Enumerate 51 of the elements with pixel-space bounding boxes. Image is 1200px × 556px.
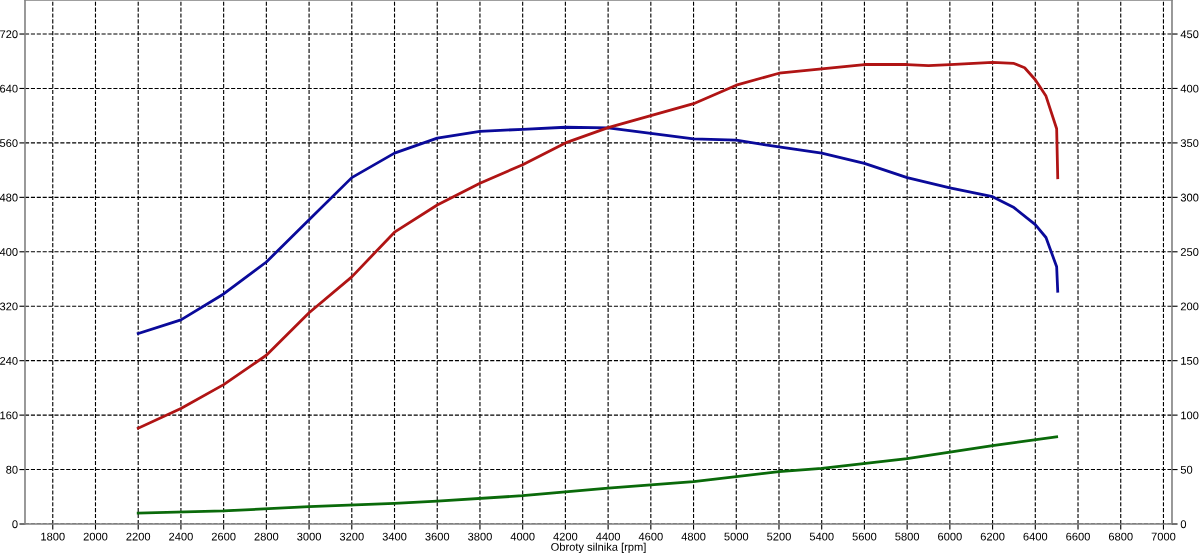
x-tick-label: 2000 [83, 532, 108, 541]
x-tick-label: 2200 [126, 532, 151, 541]
x-tick-label: 5800 [895, 532, 920, 541]
x-axis-title: Obroty silnika [rpm] [551, 542, 646, 554]
x-tick-label: 5200 [767, 532, 791, 541]
y2-tick-label: 300 [1180, 193, 1199, 202]
y2-tick-label: 200 [1180, 302, 1199, 311]
x-tick-label: 6400 [1023, 532, 1048, 541]
y2-tick-label: 450 [1180, 30, 1199, 39]
x-tick-label: 1800 [41, 532, 65, 541]
x-tick-label: 6800 [1108, 532, 1133, 541]
line-series [136, 60, 1060, 430]
y2-tick-label: 50 [1180, 465, 1193, 474]
x-tick-label: 7000 [1151, 532, 1176, 541]
y2-tick-label: 150 [1181, 356, 1199, 365]
x-tick-label: 4400 [596, 532, 621, 541]
y-tick-label: 160 [0, 411, 18, 420]
x-tick-label: 3800 [468, 532, 492, 541]
x-tick-label: 2600 [211, 532, 236, 541]
x-tick-label: 3200 [339, 532, 364, 541]
y-tick-label: 560 [0, 139, 18, 148]
x-tick-label: 3000 [297, 532, 322, 541]
y2-tick-label: 350 [1180, 139, 1199, 148]
x-tick-label: 4000 [510, 532, 535, 541]
y-tick-label: 480 [0, 193, 18, 202]
x-tick-label: 6200 [980, 532, 1005, 541]
line-series [136, 435, 1059, 515]
x-tick-label: 4200 [553, 532, 578, 541]
x-tick-label: 6000 [938, 532, 962, 541]
line-series [136, 125, 1060, 335]
y-tick-label: 640 [0, 84, 18, 93]
y-tick-label: 240 [0, 356, 18, 365]
y2-tick-label: 0 [1180, 520, 1187, 529]
y-tick-label: 0 [12, 520, 18, 529]
y-tick-label: 720 [0, 30, 18, 39]
y2-tick-label: 250 [1180, 248, 1199, 256]
x-tick-label: 6600 [1066, 532, 1090, 541]
x-tick-label: 2400 [169, 532, 193, 541]
y-tick-label: 400 [0, 248, 18, 256]
x-tick-label: 4600 [638, 532, 663, 541]
y-tick-label: 320 [0, 302, 18, 311]
x-tick-label: 5000 [724, 532, 749, 541]
x-tick-label: 3400 [382, 532, 407, 541]
x-tick-label: 4800 [681, 532, 706, 541]
x-tick-label: 2800 [254, 532, 279, 541]
y2-tick-label: 100 [1181, 411, 1199, 420]
y2-tick-label: 400 [1180, 84, 1199, 93]
x-tick-label: 5600 [852, 532, 877, 541]
x-tick-label: 3600 [425, 532, 450, 541]
y-tick-label: 80 [6, 465, 18, 474]
x-tick-label: 5400 [809, 532, 834, 541]
